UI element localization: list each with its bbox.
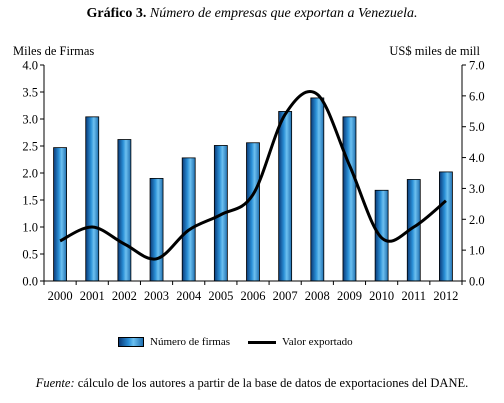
bar-2008 [310, 97, 325, 282]
source-label: Fuente: [35, 376, 75, 390]
bar-2001 [85, 116, 100, 282]
y-left-tick-label: 0.5 [22, 248, 38, 262]
y-left-tick-label: 3.5 [22, 86, 38, 100]
y-right-tick-label: 6.0 [469, 89, 485, 103]
x-tick-label-2012: 2012 [433, 289, 458, 303]
y-left-tick-label: 2.5 [22, 140, 38, 154]
legend-label-valor: Valor exportado [282, 336, 353, 348]
y-left-tick-label: 1.0 [22, 221, 38, 235]
x-tick-label-2000: 2000 [48, 289, 73, 303]
y-left-tick-label: 2.0 [22, 167, 38, 181]
chart-title-number: Gráfico 3. [86, 6, 147, 21]
legend-label-firmas: Número de firmas [150, 336, 231, 348]
x-tick-label-2010: 2010 [369, 289, 394, 303]
x-tick-label-2004: 2004 [176, 289, 202, 303]
x-tick-label-2007: 2007 [273, 289, 298, 303]
bar-2000 [53, 147, 67, 282]
legend-swatch-bar [118, 337, 144, 347]
y-right-tick-label: 5.0 [469, 120, 485, 134]
x-tick-label-2008: 2008 [305, 289, 330, 303]
source-note: Fuente: cálculo de los autores a partir … [0, 376, 504, 391]
bar-2003 [149, 177, 164, 282]
bar-2009 [342, 116, 357, 282]
y-right-tick-label: 0.0 [469, 275, 485, 289]
x-tick-label-2006: 2006 [241, 289, 266, 303]
source-text: cálculo de los autores a partir de la ba… [77, 376, 469, 390]
y-axis-right-label: US$ miles de mill [389, 44, 480, 58]
x-tick-label-2003: 2003 [144, 289, 169, 303]
y-right-tick-label: 7.0 [469, 59, 485, 73]
y-left-tick-label: 3.0 [22, 113, 38, 127]
x-tick-label-2002: 2002 [112, 289, 137, 303]
y-right-tick-label: 3.0 [469, 182, 485, 196]
x-tick-label-2009: 2009 [337, 289, 362, 303]
legend-swatch-line [248, 340, 277, 344]
legend-item-firmas: Número de firmas [118, 336, 230, 348]
x-tick-label-2001: 2001 [80, 289, 105, 303]
y-left-tick-label: 1.5 [22, 194, 38, 208]
bar-2012 [439, 171, 453, 282]
y-right-tick-label: 1.0 [469, 244, 485, 258]
series-line-valor-exportado [59, 90, 447, 261]
chart-title: Gráfico 3. Número de empresas que export… [0, 6, 504, 22]
bar-2002 [117, 139, 132, 282]
legend: Número de firmas Valor exportado [118, 336, 371, 348]
bar-2007 [278, 111, 293, 282]
y-left-tick-label: 0.0 [22, 275, 38, 289]
y-axis-left-label: Miles de Firmas [13, 44, 95, 58]
bar-2004 [181, 157, 196, 282]
x-tick-label-2011: 2011 [401, 289, 426, 303]
y-left-tick-label: 4.0 [22, 59, 38, 73]
y-right-tick-label: 4.0 [469, 151, 485, 165]
chart-title-text: Número de empresas que exportan a Venezu… [149, 6, 418, 21]
y-right-tick-label: 2.0 [469, 213, 485, 227]
bar-2006 [246, 142, 260, 282]
legend-item-valor: Valor exportado [248, 336, 353, 348]
x-tick-label-2005: 2005 [208, 289, 233, 303]
